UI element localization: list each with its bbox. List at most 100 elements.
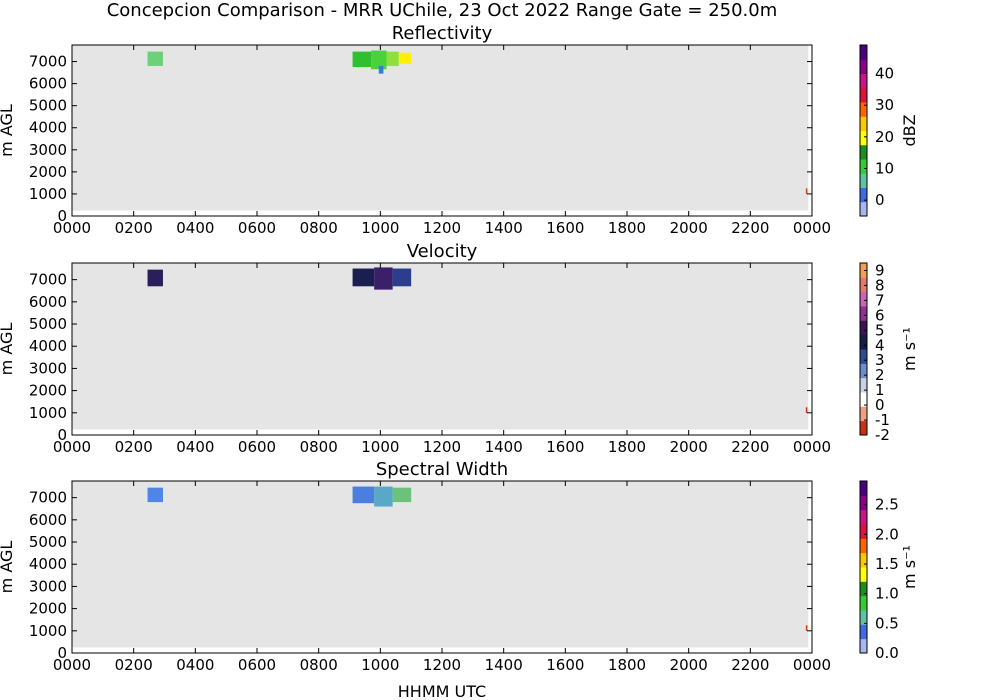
colorbar-segment xyxy=(860,567,867,582)
y-axis-label: m AGL xyxy=(0,323,16,376)
colorbar-tick-label: -2 xyxy=(875,426,890,444)
colorbar-tick-label: 6 xyxy=(875,306,885,324)
x-tick-label: 2200 xyxy=(731,438,769,456)
colorbar-tick-label: 0 xyxy=(875,191,885,209)
x-tick-label: 1600 xyxy=(546,219,584,237)
x-axis-label: HHMM UTC xyxy=(398,682,486,700)
colorbar-segment xyxy=(860,363,867,379)
echo-patch xyxy=(378,65,384,74)
x-tick-label: 2200 xyxy=(731,219,769,237)
y-tick-label: 5000 xyxy=(29,533,67,551)
colorbar-segment xyxy=(860,624,867,640)
colorbar-segment xyxy=(860,116,867,131)
colorbar-tick-label: 9 xyxy=(875,261,885,279)
colorbar-segment xyxy=(860,481,867,496)
x-tick-label: 0000 xyxy=(793,656,831,674)
x-tick-label: 0400 xyxy=(176,438,214,456)
x-tick-label: 1200 xyxy=(423,438,461,456)
panel-title: Spectral Width xyxy=(376,459,508,480)
colorbar-frame xyxy=(859,480,868,654)
colorbar-segment xyxy=(860,59,867,74)
x-tick-label: 0000 xyxy=(53,219,91,237)
echo-patch xyxy=(398,52,412,64)
panel-title: Reflectivity xyxy=(392,23,493,44)
echo-patch xyxy=(371,50,387,70)
missing-data-region xyxy=(72,481,809,648)
x-tick-label: 0400 xyxy=(176,656,214,674)
x-tick-label: 1800 xyxy=(608,438,646,456)
x-tick-label: 0600 xyxy=(238,219,276,237)
colorbar-tick-label: 4 xyxy=(875,336,885,354)
colorbar-segment xyxy=(860,610,867,625)
colorbar-segment xyxy=(860,201,867,217)
colorbar-tick-label: 3 xyxy=(875,351,885,369)
x-tick-label: 1200 xyxy=(423,219,461,237)
y-tick-label: 2000 xyxy=(29,163,67,181)
colorbar-tick-label: 0 xyxy=(875,396,885,414)
x-tick-label: 1400 xyxy=(485,656,523,674)
colorbar-segment xyxy=(860,144,867,160)
echo-patch xyxy=(147,269,163,287)
x-tick-label: 2000 xyxy=(670,219,708,237)
colorbar-segment xyxy=(860,334,867,350)
colorbar-tick-label: 0.5 xyxy=(875,614,899,632)
missing-data-region xyxy=(72,45,809,211)
y-tick-label: 0 xyxy=(57,426,67,444)
echo-patch xyxy=(392,268,412,287)
y-tick-label: 4000 xyxy=(29,119,67,137)
panel-1: 0000 0200 0400 0600 0800 1000 1200 1400 1600 1800… xyxy=(0,241,919,456)
y-tick-label: 1000 xyxy=(29,622,67,640)
colorbar-tick-label: 30 xyxy=(875,96,894,114)
colorbar-segment xyxy=(860,377,867,393)
echo-patch xyxy=(386,51,399,66)
colorbar-label: dBZ xyxy=(900,114,919,146)
x-tick-label: 1800 xyxy=(608,219,646,237)
colorbar-tick-label: 1.5 xyxy=(875,555,899,573)
x-tick-label: 1400 xyxy=(485,438,523,456)
colorbar-segment xyxy=(860,392,867,407)
colorbar-segment xyxy=(860,306,867,321)
x-tick-label: 0000 xyxy=(793,438,831,456)
colorbar-segment xyxy=(860,73,867,89)
colorbar-tick-label: 2.0 xyxy=(875,525,899,543)
y-tick-label: 3000 xyxy=(29,141,67,159)
colorbar-segment xyxy=(860,581,867,597)
y-tick-label: 0 xyxy=(57,207,67,225)
x-tick-label: 0200 xyxy=(115,438,153,456)
colorbar-segment xyxy=(860,102,867,117)
colorbar-tick-label: -1 xyxy=(875,411,890,429)
colorbar-tick-label: 7 xyxy=(875,291,885,309)
x-tick-label: 2000 xyxy=(670,656,708,674)
colorbar-segment xyxy=(860,320,867,336)
y-tick-label: 6000 xyxy=(29,511,67,529)
x-tick-label: 1200 xyxy=(423,656,461,674)
colorbar-segment xyxy=(860,187,867,203)
y-tick-label: 6000 xyxy=(29,293,67,311)
echo-patch xyxy=(352,268,375,287)
colorbar-segment xyxy=(860,406,867,422)
x-tick-label: 0200 xyxy=(115,656,153,674)
colorbar-segment xyxy=(860,291,867,307)
y-tick-label: 4000 xyxy=(29,337,67,355)
y-tick-label: 5000 xyxy=(29,97,67,115)
panel-0: 0000 0200 0400 0600 0800 1000 1200 1400 1600 1800… xyxy=(0,23,919,237)
colorbar-tick-label: 8 xyxy=(875,276,885,294)
x-tick-label: 0600 xyxy=(238,438,276,456)
y-tick-label: 1000 xyxy=(29,404,67,422)
x-tick-label: 0800 xyxy=(300,438,338,456)
y-tick-label: 7000 xyxy=(29,489,67,507)
x-tick-label: 1800 xyxy=(608,656,646,674)
x-tick-label: 0000 xyxy=(53,656,91,674)
colorbar-segment xyxy=(860,524,867,539)
x-tick-label: 1400 xyxy=(485,219,523,237)
colorbar-segment xyxy=(860,538,867,554)
y-tick-label: 1000 xyxy=(29,185,67,203)
y-tick-label: 0 xyxy=(57,644,67,662)
colorbar-segment xyxy=(860,349,867,364)
x-tick-label: 0000 xyxy=(53,438,91,456)
colorbar-tick-label: 1.0 xyxy=(875,585,899,603)
y-tick-label: 2000 xyxy=(29,382,67,400)
colorbar-segment xyxy=(860,130,867,146)
echo-patch xyxy=(352,51,372,68)
